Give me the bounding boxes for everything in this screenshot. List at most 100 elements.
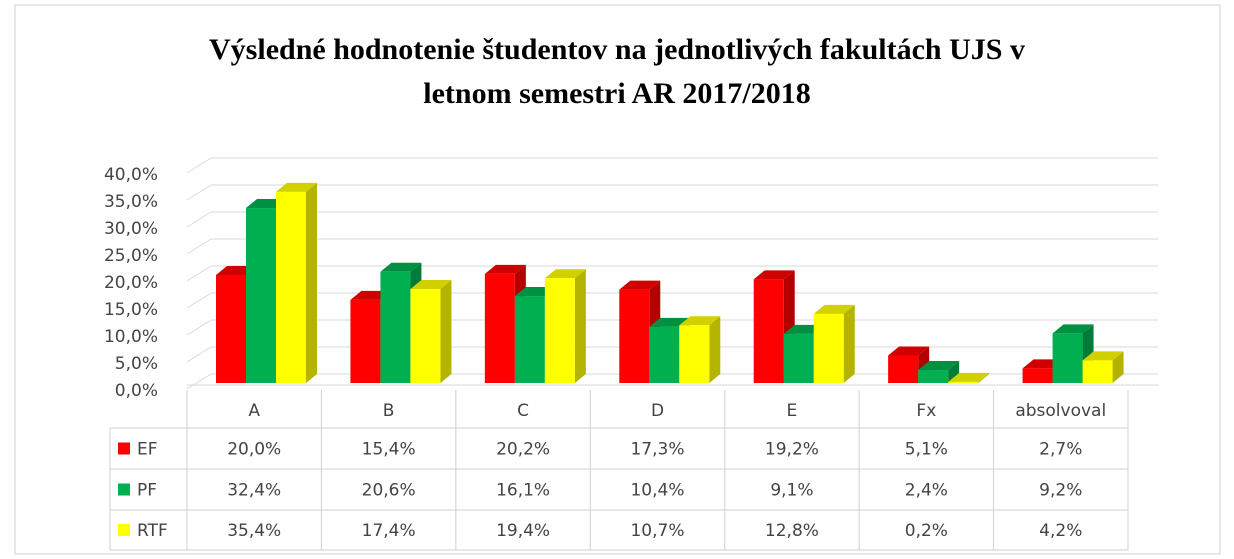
bar bbox=[783, 333, 814, 383]
data-label: 20,2% bbox=[496, 440, 550, 460]
bar bbox=[888, 355, 919, 383]
bar bbox=[948, 381, 979, 383]
bar-top bbox=[649, 317, 691, 327]
grid-line-side bbox=[186, 319, 212, 336]
y-tick-label: 40,0% bbox=[104, 165, 158, 185]
data-label: 0,2% bbox=[905, 521, 948, 541]
data-label: 32,4% bbox=[227, 481, 281, 501]
bar bbox=[276, 191, 306, 383]
bar-side bbox=[978, 372, 990, 383]
data-label: 9,2% bbox=[1039, 481, 1082, 501]
grid-line-side bbox=[186, 292, 212, 309]
bar-side bbox=[574, 269, 586, 383]
data-label: 12,8% bbox=[765, 521, 819, 541]
bar bbox=[1022, 368, 1053, 383]
bar bbox=[514, 296, 545, 383]
bar-side bbox=[306, 182, 317, 383]
bar-side bbox=[440, 280, 452, 383]
bar-top bbox=[544, 269, 586, 279]
x-tick-label: C bbox=[517, 401, 529, 421]
bar-side bbox=[1112, 351, 1124, 383]
chart-title: letnom semestri AR 2017/2018 bbox=[423, 77, 810, 110]
chart-frame bbox=[14, 4, 1221, 555]
bar bbox=[1082, 360, 1113, 383]
x-tick-label: B bbox=[383, 401, 395, 421]
bar bbox=[544, 278, 575, 383]
data-label: 2,4% bbox=[905, 481, 948, 501]
bar bbox=[246, 208, 276, 383]
bar-top bbox=[484, 264, 526, 274]
grid-line-side bbox=[186, 184, 212, 201]
bar-top bbox=[813, 304, 855, 314]
bar bbox=[679, 325, 710, 383]
bar bbox=[649, 326, 680, 383]
data-label: 15,4% bbox=[362, 440, 416, 460]
grid-line-side bbox=[186, 373, 212, 390]
data-label: 19,2% bbox=[765, 440, 819, 460]
data-label: 20,0% bbox=[227, 440, 281, 460]
bar-top bbox=[410, 280, 452, 290]
bar-top bbox=[380, 262, 422, 272]
bar bbox=[1052, 333, 1083, 383]
bar bbox=[410, 289, 441, 383]
x-tick-label: D bbox=[651, 401, 664, 421]
data-label: 5,1% bbox=[905, 440, 948, 460]
bar-side bbox=[948, 361, 960, 383]
y-tick-label: 0,0% bbox=[115, 381, 158, 401]
x-tick-label: E bbox=[787, 401, 798, 421]
bar-top bbox=[888, 346, 930, 356]
data-label: 10,7% bbox=[630, 521, 684, 541]
data-label: 35,4% bbox=[227, 521, 281, 541]
bar-top bbox=[679, 316, 721, 326]
bar-top bbox=[948, 372, 990, 382]
data-label: 20,6% bbox=[362, 481, 416, 501]
grid-line-side bbox=[186, 238, 212, 255]
bar bbox=[350, 299, 381, 383]
grid-line-side bbox=[186, 346, 212, 363]
data-label: 2,7% bbox=[1039, 440, 1082, 460]
bar-top bbox=[1082, 351, 1124, 361]
bar bbox=[484, 273, 515, 383]
legend-swatch bbox=[118, 524, 130, 536]
bar bbox=[216, 275, 246, 383]
bar bbox=[753, 279, 784, 383]
legend-label: EF bbox=[137, 440, 158, 460]
bar bbox=[380, 271, 411, 383]
bar-top bbox=[619, 280, 661, 290]
data-label: 17,3% bbox=[630, 440, 684, 460]
bar-top bbox=[918, 361, 960, 371]
data-label: 9,1% bbox=[770, 481, 813, 501]
legend-label: RTF bbox=[137, 521, 168, 541]
y-tick-label: 20,0% bbox=[104, 273, 158, 293]
grid-line-side bbox=[186, 211, 212, 228]
data-label: 19,4% bbox=[496, 521, 550, 541]
bar-top bbox=[753, 270, 795, 280]
bar-top bbox=[1052, 324, 1094, 334]
legend-swatch bbox=[118, 483, 130, 496]
y-tick-label: 5,0% bbox=[115, 354, 158, 374]
grid-line-side bbox=[186, 157, 212, 174]
legend-swatch bbox=[118, 442, 130, 455]
grid-line-side bbox=[186, 265, 212, 282]
data-label: 10,4% bbox=[630, 481, 684, 501]
y-tick-label: 10,0% bbox=[104, 327, 158, 347]
bar-top bbox=[276, 182, 317, 192]
y-tick-label: 35,0% bbox=[104, 192, 158, 212]
x-tick-label: absolvoval bbox=[1015, 401, 1106, 421]
bar-side bbox=[843, 304, 855, 383]
y-tick-label: 15,0% bbox=[104, 300, 158, 320]
chart-title: Výsledné hodnotenie študentov na jednotl… bbox=[209, 33, 1025, 66]
y-tick-label: 25,0% bbox=[104, 246, 158, 266]
y-tick-label: 30,0% bbox=[104, 219, 158, 239]
bar bbox=[813, 313, 844, 383]
data-label: 17,4% bbox=[362, 521, 416, 541]
bar bbox=[619, 289, 650, 383]
bar-side bbox=[709, 316, 721, 383]
x-tick-label: Fx bbox=[916, 401, 936, 421]
data-label: 16,1% bbox=[496, 481, 550, 501]
x-tick-label: A bbox=[248, 401, 260, 421]
data-label: 4,2% bbox=[1039, 521, 1082, 541]
bar bbox=[918, 370, 949, 383]
